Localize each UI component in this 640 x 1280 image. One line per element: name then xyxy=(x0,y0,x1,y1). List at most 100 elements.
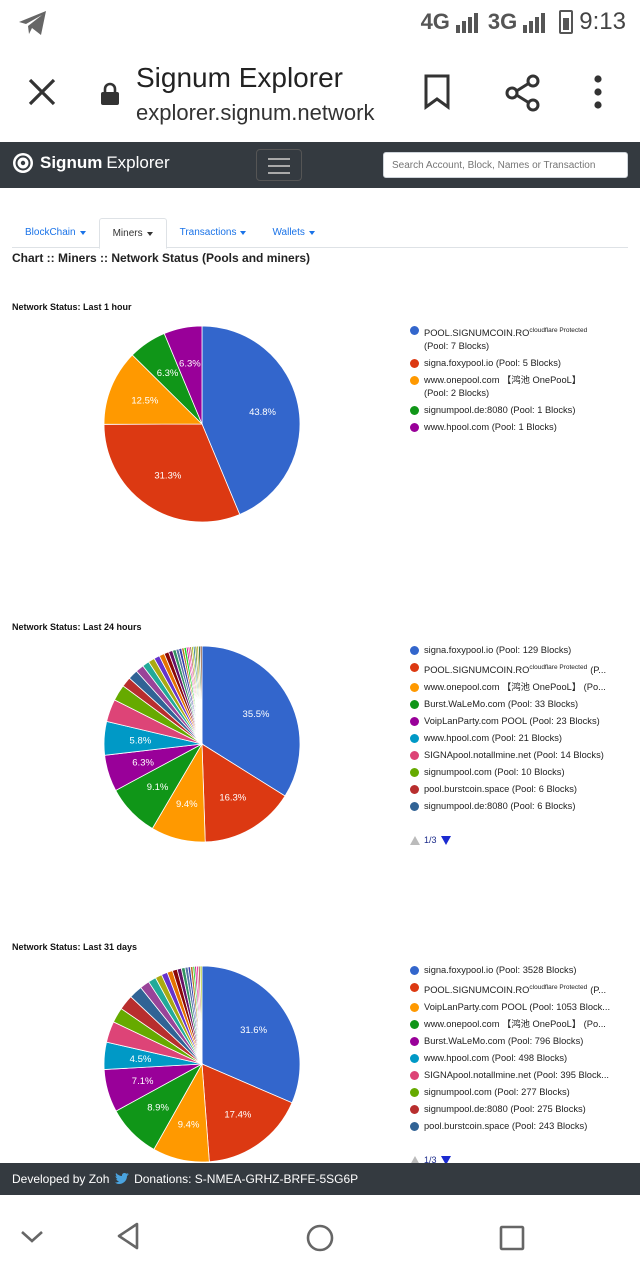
legend-label: www.hpool.com (Pool: 1 Blocks) xyxy=(424,422,557,433)
slice-label: 31.3% xyxy=(154,470,181,481)
page-indicator: 1/3 xyxy=(424,1155,437,1165)
bookmark-icon[interactable] xyxy=(422,74,452,110)
legend-entry[interactable]: www.onepool.com 【鸿池 OnePooL】 (Pool: 2 Blo… xyxy=(408,374,640,400)
pie-slice[interactable] xyxy=(199,965,203,1065)
pie-slice[interactable] xyxy=(201,325,301,515)
pie-chart: 31.6% 17.4% 9.4% 8.9% 7.1% 4.5% xyxy=(103,965,301,1163)
legend-entry[interactable]: www.onepool.com 【鸿池 OnePooL】 (Po... xyxy=(408,681,640,694)
legend-swatch xyxy=(410,1003,419,1013)
caret-down-icon xyxy=(79,231,86,235)
legend-label: VoipLanParty.com POOL (Pool: 1053 Block.… xyxy=(424,1002,611,1013)
legend-label: VoipLanParty.com POOL (Pool: 23 Blocks) xyxy=(424,716,600,727)
tab-miners[interactable]: Miners xyxy=(98,218,167,249)
legend-entry[interactable]: signumpool.de:8080 (Pool: 275 Blocks) xyxy=(408,1103,640,1116)
next-page-icon[interactable] xyxy=(440,835,451,845)
legend-entry[interactable]: POOL.SIGNUMCOIN.ROcloudflare Protected (P… xyxy=(408,981,640,997)
share-icon[interactable] xyxy=(505,74,541,112)
home-icon[interactable] xyxy=(305,1223,335,1253)
legend-label-tail: (P... xyxy=(590,985,607,996)
legend-entry[interactable]: POOL.SIGNUMCOIN.ROcloudflare Protected (P… xyxy=(408,661,640,677)
brand[interactable]: Signum Explorer xyxy=(12,152,170,174)
search-input[interactable] xyxy=(383,152,628,178)
pie-slice[interactable] xyxy=(201,965,301,1104)
legend-swatch xyxy=(410,768,419,778)
pie-slice[interactable] xyxy=(103,423,241,523)
legend-entry[interactable]: VoipLanParty.com POOL (Pool: 23 Blocks) xyxy=(408,715,640,728)
legend-entry[interactable]: www.hpool.com (Pool: 1 Blocks) xyxy=(408,421,640,434)
page-url[interactable]: explorer.signum.network xyxy=(136,100,375,125)
legend-label: signumpool.de:8080 (Pool: 1 Blocks) xyxy=(424,405,576,416)
legend-detail: (Pool: 2 Blocks) xyxy=(424,388,490,399)
brand-suffix: Explorer xyxy=(106,153,170,172)
back-icon[interactable] xyxy=(115,1221,141,1251)
site-navbar: Signum Explorer xyxy=(0,142,640,188)
page-title: Signum Explorer xyxy=(136,62,343,93)
pie-slice[interactable] xyxy=(201,645,301,797)
legend-entry[interactable]: VoipLanParty.com POOL (Pool: 1053 Block.… xyxy=(408,1001,640,1014)
legend-label: www.onepool.com 【鸿池 OnePooL】 (Po... xyxy=(424,1019,606,1030)
tab-wallets[interactable]: Wallets xyxy=(259,218,327,248)
legend-swatch xyxy=(410,1071,419,1081)
legend-swatch xyxy=(410,1037,419,1047)
legend-swatch xyxy=(410,1088,419,1098)
slice-label: 9.1% xyxy=(147,782,169,793)
legend-entry[interactable]: signumpool.de:8080 (Pool: 6 Blocks) xyxy=(408,800,640,813)
close-icon[interactable] xyxy=(26,76,58,108)
legend-swatch xyxy=(410,1020,419,1030)
legend-swatch xyxy=(410,1054,419,1064)
pie-slice[interactable] xyxy=(103,354,203,425)
pie-slice[interactable] xyxy=(201,1063,293,1163)
legend-label: www.hpool.com (Pool: 21 Blocks) xyxy=(424,733,562,744)
legend-entry[interactable]: signa.foxypool.io (Pool: 129 Blocks) xyxy=(408,644,640,657)
legend-label: pool.burstcoin.space (Pool: 6 Blocks) xyxy=(424,784,577,795)
legend-entry[interactable]: signa.foxypool.io (Pool: 5 Blocks) xyxy=(408,357,640,370)
legend-entry[interactable]: pool.burstcoin.space (Pool: 6 Blocks) xyxy=(408,783,640,796)
twitter-bird-icon[interactable] xyxy=(114,1173,129,1184)
legend-label: www.hpool.com (Pool: 498 Blocks) xyxy=(424,1053,568,1064)
tab-transactions[interactable]: Transactions xyxy=(167,218,260,248)
legend-entry[interactable]: www.onepool.com 【鸿池 OnePooL】 (Po... xyxy=(408,1018,640,1031)
slice-label: 16.3% xyxy=(219,793,246,804)
telegram-icon xyxy=(19,11,46,35)
legend-label: www.onepool.com 【鸿池 OnePooL】 (Po... xyxy=(424,682,606,693)
legend-entry[interactable]: www.hpool.com (Pool: 21 Blocks) xyxy=(408,732,640,745)
legend-label-tail: (P... xyxy=(590,665,607,676)
legend-label: POOL.SIGNUMCOIN.RO xyxy=(424,985,530,996)
signal-icon xyxy=(523,11,546,33)
next-page-icon[interactable] xyxy=(440,1155,451,1165)
pie-slice[interactable] xyxy=(201,743,286,843)
pie-slice[interactable] xyxy=(199,645,203,745)
menu-toggle-button[interactable] xyxy=(256,149,302,181)
page-indicator: 1/3 xyxy=(424,835,437,845)
legend-entry[interactable]: Burst.WaLeMo.com (Pool: 796 Blocks) xyxy=(408,1035,640,1048)
legend-swatch xyxy=(410,1122,419,1132)
legend-entry[interactable]: www.hpool.com (Pool: 498 Blocks) xyxy=(408,1052,640,1065)
previous-page-icon[interactable] xyxy=(410,1155,420,1165)
recents-icon[interactable] xyxy=(498,1224,526,1252)
legend-entry[interactable]: SIGNApool.notallmine.net (Pool: 14 Block… xyxy=(408,749,640,762)
legend-label: signa.foxypool.io (Pool: 3528 Blocks) xyxy=(424,965,577,975)
legend-swatch xyxy=(410,646,419,655)
battery-icon xyxy=(559,10,574,34)
legend-entry[interactable]: Burst.WaLeMo.com (Pool: 33 Blocks) xyxy=(408,698,640,711)
slice-label: 6.3% xyxy=(132,758,154,769)
chart-legend: POOL.SIGNUMCOIN.ROcloudflare Protected (P… xyxy=(408,324,640,438)
previous-page-icon[interactable] xyxy=(410,835,420,845)
tab-label: BlockChain xyxy=(25,227,76,238)
legend-entry[interactable]: POOL.SIGNUMCOIN.ROcloudflare Protected (P… xyxy=(408,324,640,353)
legend-entry[interactable]: pool.burstcoin.space (Pool: 243 Blocks) xyxy=(408,1120,640,1133)
system-navigation-bar xyxy=(0,1195,640,1280)
legend-entry[interactable]: SIGNApool.notallmine.net (Pool: 395 Bloc… xyxy=(408,1069,640,1082)
legend-entry[interactable]: signumpool.de:8080 (Pool: 1 Blocks) xyxy=(408,404,640,417)
more-options-icon[interactable] xyxy=(592,74,604,110)
pie-slice[interactable] xyxy=(163,325,203,425)
tab-blockchain[interactable]: BlockChain xyxy=(12,218,99,248)
donation-address[interactable]: Donations: S-NMEA-GRHZ-BRFE-5SG6P xyxy=(134,1172,359,1186)
chevron-down-icon[interactable] xyxy=(20,1229,44,1245)
legend-swatch xyxy=(410,802,419,812)
legend-pager: 1/3 xyxy=(410,1155,451,1165)
legend-entry[interactable]: signa.foxypool.io (Pool: 3528 Blocks) xyxy=(408,964,640,977)
legend-entry[interactable]: signumpool.com (Pool: 10 Blocks) xyxy=(408,766,640,779)
legend-entry[interactable]: signumpool.com (Pool: 277 Blocks) xyxy=(408,1086,640,1099)
legend-label: signumpool.com (Pool: 10 Blocks) xyxy=(424,767,565,778)
